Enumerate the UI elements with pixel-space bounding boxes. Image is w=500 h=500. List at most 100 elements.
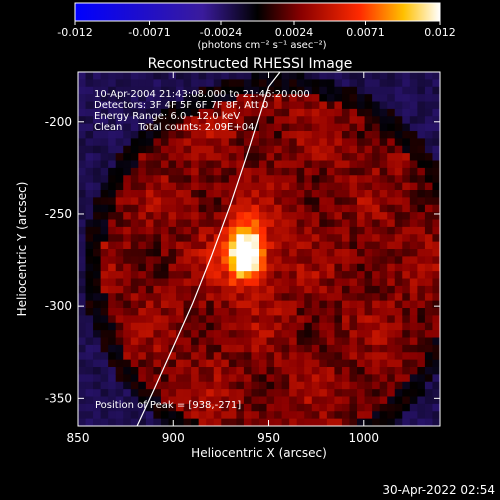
heatmap-cell (364, 330, 373, 338)
heatmap-cell (432, 256, 440, 265)
heatmap-cell (296, 160, 305, 169)
heatmap-cell (424, 108, 433, 117)
heatmap-cell (115, 344, 124, 353)
heatmap-cell (108, 167, 117, 176)
heatmap-cell (417, 396, 426, 405)
heatmap-cell (130, 108, 139, 117)
heatmap-cell (341, 308, 350, 316)
heatmap-cell (281, 396, 290, 405)
heatmap-cell (394, 374, 403, 383)
heatmap-cell (153, 116, 162, 125)
heatmap-cell (372, 72, 381, 80)
heatmap-cell (100, 79, 109, 88)
heatmap-cell (160, 94, 169, 102)
heatmap-cell (251, 153, 260, 161)
heatmap-cell (409, 86, 418, 95)
heatmap-cell (160, 278, 169, 287)
heatmap-cell (289, 263, 298, 272)
heatmap-cell (160, 337, 169, 346)
heatmap-cell (372, 271, 381, 279)
heatmap-cell (228, 175, 237, 184)
heatmap-cell (85, 308, 94, 316)
heatmap-cell (251, 204, 260, 213)
heatmap-cell (221, 293, 230, 302)
heatmap-cell (206, 226, 215, 235)
heatmap-cell (274, 167, 283, 176)
heatmap-cell (100, 72, 109, 80)
heatmap-cell (160, 330, 169, 338)
heatmap-cell (100, 190, 109, 198)
heatmap-cell (108, 175, 117, 184)
heatmap-cell (379, 241, 388, 250)
heatmap-cell (364, 285, 373, 294)
heatmap-cell (130, 330, 139, 338)
heatmap-cell (228, 160, 237, 169)
heatmap-cell (409, 418, 418, 426)
heatmap-cell (281, 271, 290, 279)
heatmap-cell (93, 396, 102, 405)
heatmap-cell (394, 271, 403, 279)
heatmap-cell (108, 197, 117, 206)
heatmap-cell (281, 359, 290, 368)
heatmap-cell (357, 101, 365, 110)
heatmap-cell (326, 418, 335, 426)
heatmap-cell (417, 330, 426, 338)
heatmap-cell (191, 197, 200, 206)
heatmap-cell (409, 330, 418, 338)
heatmap-cell (191, 241, 200, 250)
heatmap-cell (183, 374, 192, 383)
heatmap-cell (251, 315, 260, 324)
heatmap-cell (259, 263, 267, 272)
heatmap-cell (364, 226, 373, 235)
heatmap-cell (409, 249, 418, 257)
heatmap-cell (123, 190, 132, 198)
heatmap-cell (296, 101, 305, 110)
heatmap-cell (108, 330, 117, 338)
heatmap-cell (251, 108, 260, 117)
heatmap-cell (259, 234, 267, 243)
heatmap-cell (183, 234, 192, 243)
heatmap-cell (334, 256, 343, 265)
y-tick-label: -250 (45, 207, 72, 221)
heatmap-cell (168, 101, 177, 110)
heatmap-cell (379, 175, 388, 184)
heatmap-cell (108, 123, 117, 132)
heatmap-cell (183, 219, 192, 228)
heatmap-cell (266, 108, 275, 117)
heatmap-cell (168, 131, 177, 139)
heatmap-cell (424, 123, 433, 132)
heatmap-cell (160, 367, 169, 375)
heatmap-cell (289, 337, 298, 346)
heatmap-cell (372, 418, 381, 426)
heatmap-cell (289, 285, 298, 294)
heatmap-cell (236, 167, 245, 176)
heatmap-cell (85, 359, 94, 368)
heatmap-cell (115, 403, 124, 412)
heatmap-cell (379, 72, 388, 80)
heatmap-cell (191, 411, 200, 420)
heatmap-cell (364, 396, 373, 405)
heatmap-cell (251, 241, 260, 250)
heatmap-cell (115, 153, 124, 161)
heatmap-cell (409, 108, 418, 117)
heatmap-cell (432, 79, 440, 88)
heatmap-cell (402, 219, 411, 228)
heatmap-cell (123, 300, 132, 309)
heatmap-cell (243, 374, 252, 383)
heatmap-cell (372, 330, 381, 338)
heatmap-cell (228, 145, 237, 154)
heatmap-cell (251, 300, 260, 309)
heatmap-cell (296, 300, 305, 309)
heatmap-cell (145, 219, 154, 228)
heatmap-cell (138, 315, 147, 324)
heatmap-cell (100, 160, 109, 169)
heatmap-cell (341, 86, 350, 95)
heatmap-cell (432, 389, 440, 397)
heatmap-cell (357, 116, 365, 125)
heatmap-cell (432, 381, 440, 390)
heatmap-cell (326, 204, 335, 213)
heatmap-cell (364, 322, 373, 331)
heatmap-cell (311, 330, 320, 338)
heatmap-cell (153, 131, 162, 139)
heatmap-cell (123, 249, 132, 257)
